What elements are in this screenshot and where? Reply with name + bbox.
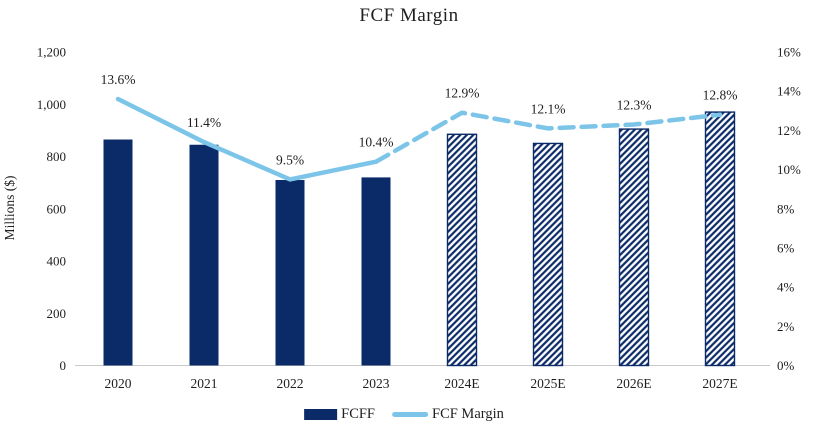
chart-title: FCF Margin bbox=[359, 5, 459, 26]
bar-2021 bbox=[189, 144, 219, 366]
right-axis-tick-10%: 10% bbox=[777, 162, 801, 177]
right-axis-tick-6%: 6% bbox=[777, 240, 795, 255]
point-label-2026E: 12.3% bbox=[617, 97, 652, 112]
bar-2022 bbox=[275, 180, 305, 366]
left-axis-tick-1,200: 1,200 bbox=[37, 45, 66, 60]
x-axis-label-2021: 2021 bbox=[191, 376, 218, 391]
fcf-margin-line-solid bbox=[115, 96, 379, 182]
fcff-bar-swatch-icon bbox=[304, 409, 338, 420]
point-label-2021: 11.4% bbox=[187, 115, 221, 130]
right-axis-tick-2%: 2% bbox=[777, 319, 795, 334]
right-axis-tick-4%: 4% bbox=[777, 280, 795, 295]
bar-2027E bbox=[704, 111, 736, 367]
right-axis-tick-0%: 0% bbox=[777, 358, 795, 373]
bar-2023 bbox=[361, 177, 391, 366]
x-axis-label-2023: 2023 bbox=[363, 376, 390, 391]
left-axis-tick-400: 400 bbox=[47, 254, 67, 269]
left-axis-tick-1,000: 1,000 bbox=[37, 97, 66, 112]
legend: FCFF FCF Margin bbox=[304, 406, 504, 423]
left-axis-tick-800: 800 bbox=[47, 149, 67, 164]
right-axis-tick-8%: 8% bbox=[777, 201, 795, 216]
bar-2026E bbox=[618, 128, 650, 367]
bar-2020 bbox=[103, 139, 133, 366]
point-label-2023: 10.4% bbox=[359, 135, 394, 150]
right-axis-tick-16%: 16% bbox=[777, 45, 801, 60]
right-axis-tick-14%: 14% bbox=[777, 84, 801, 99]
x-axis-label-2026E: 2026E bbox=[616, 376, 651, 391]
x-axis-label-2025E: 2025E bbox=[530, 376, 565, 391]
fcf-margin-line-swatch-icon bbox=[392, 412, 429, 417]
legend-margin-label: FCF Margin bbox=[432, 406, 504, 422]
point-label-2022: 9.5% bbox=[276, 152, 304, 167]
bar-2025E bbox=[532, 142, 564, 367]
legend-fcff-label: FCFF bbox=[341, 406, 376, 422]
point-label-2024E: 12.9% bbox=[445, 86, 480, 101]
x-axis-label-2020: 2020 bbox=[105, 376, 132, 391]
x-axis-label-2027E: 2027E bbox=[702, 376, 737, 391]
fcf-margin-line-dashed bbox=[373, 110, 723, 164]
x-axis-label-2022: 2022 bbox=[277, 376, 304, 391]
legend-item-fcf-margin: FCF Margin bbox=[392, 406, 504, 423]
point-label-2025E: 12.1% bbox=[531, 101, 566, 116]
right-axis-tick-12%: 12% bbox=[777, 123, 801, 138]
point-label-2020: 13.6% bbox=[101, 72, 136, 87]
left-axis-tick-0: 0 bbox=[60, 358, 67, 373]
legend-item-fcff: FCFF bbox=[304, 406, 375, 423]
left-axis-tick-200: 200 bbox=[47, 306, 67, 321]
left-axis-tick-600: 600 bbox=[47, 201, 67, 216]
x-axis-label-2024E: 2024E bbox=[444, 376, 479, 391]
bar-2024E bbox=[446, 133, 478, 367]
point-label-2027E: 12.8% bbox=[703, 88, 738, 103]
left-axis-title: Millions ($) bbox=[2, 176, 17, 241]
